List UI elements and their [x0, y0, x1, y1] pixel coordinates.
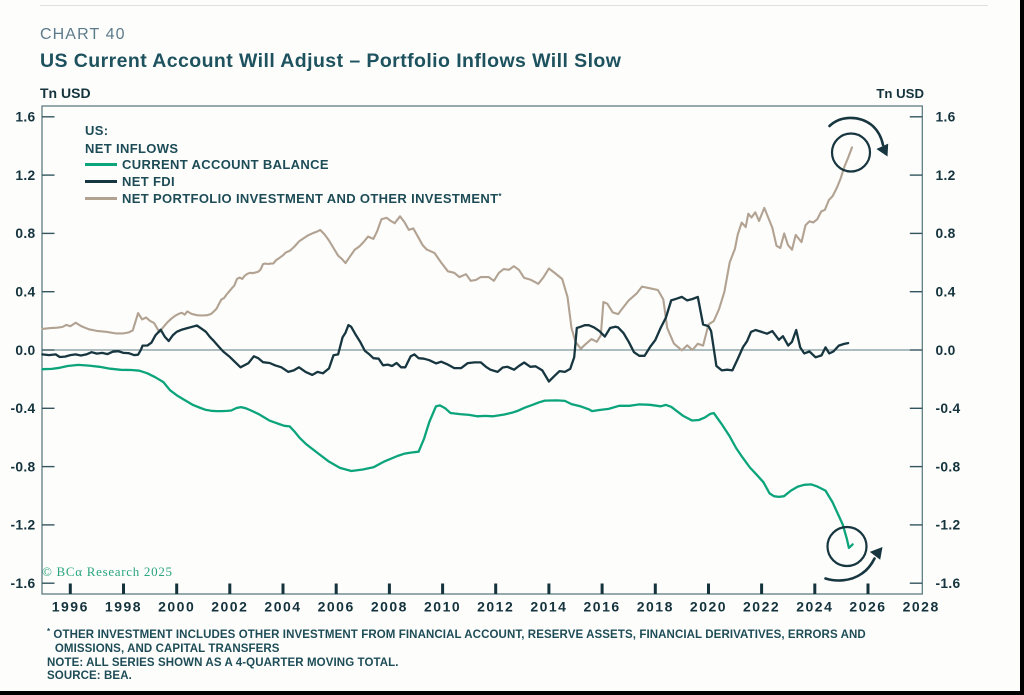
svg-text:2008: 2008: [371, 599, 408, 615]
svg-text:2026: 2026: [849, 599, 886, 615]
svg-text:2016: 2016: [584, 599, 621, 615]
svg-text:2002: 2002: [211, 599, 248, 615]
svg-text:-1.6: -1.6: [936, 576, 961, 591]
svg-text:1998: 1998: [105, 599, 142, 615]
svg-text:2018: 2018: [637, 599, 674, 615]
svg-text:2024: 2024: [796, 599, 833, 615]
svg-text:0.0: 0.0: [15, 343, 35, 358]
svg-text:0.8: 0.8: [936, 226, 956, 241]
svg-text:-1.2: -1.2: [936, 518, 961, 533]
svg-text:2014: 2014: [530, 599, 567, 615]
svg-text:2010: 2010: [424, 599, 461, 615]
svg-text:2020: 2020: [690, 599, 727, 615]
svg-text:1.6: 1.6: [15, 110, 35, 125]
svg-text:0.0: 0.0: [936, 343, 956, 358]
svg-text:0.8: 0.8: [15, 226, 35, 241]
svg-text:0.4: 0.4: [936, 285, 956, 300]
svg-text:2028: 2028: [903, 599, 940, 615]
svg-text:1996: 1996: [52, 599, 89, 615]
svg-text:2006: 2006: [318, 599, 355, 615]
svg-text:-0.8: -0.8: [11, 459, 36, 474]
svg-text:2000: 2000: [158, 599, 195, 615]
svg-text:0.4: 0.4: [15, 285, 35, 300]
svg-text:-1.2: -1.2: [11, 518, 36, 533]
svg-text:-1.6: -1.6: [11, 576, 36, 591]
svg-text:2022: 2022: [743, 599, 780, 615]
svg-text:1.6: 1.6: [936, 110, 956, 125]
svg-text:-0.4: -0.4: [11, 401, 36, 416]
svg-text:-0.8: -0.8: [936, 459, 961, 474]
svg-text:2004: 2004: [264, 599, 301, 615]
svg-text:-0.4: -0.4: [936, 401, 961, 416]
svg-text:1.2: 1.2: [15, 168, 35, 183]
svg-text:2012: 2012: [477, 599, 514, 615]
svg-text:1.2: 1.2: [936, 168, 956, 183]
